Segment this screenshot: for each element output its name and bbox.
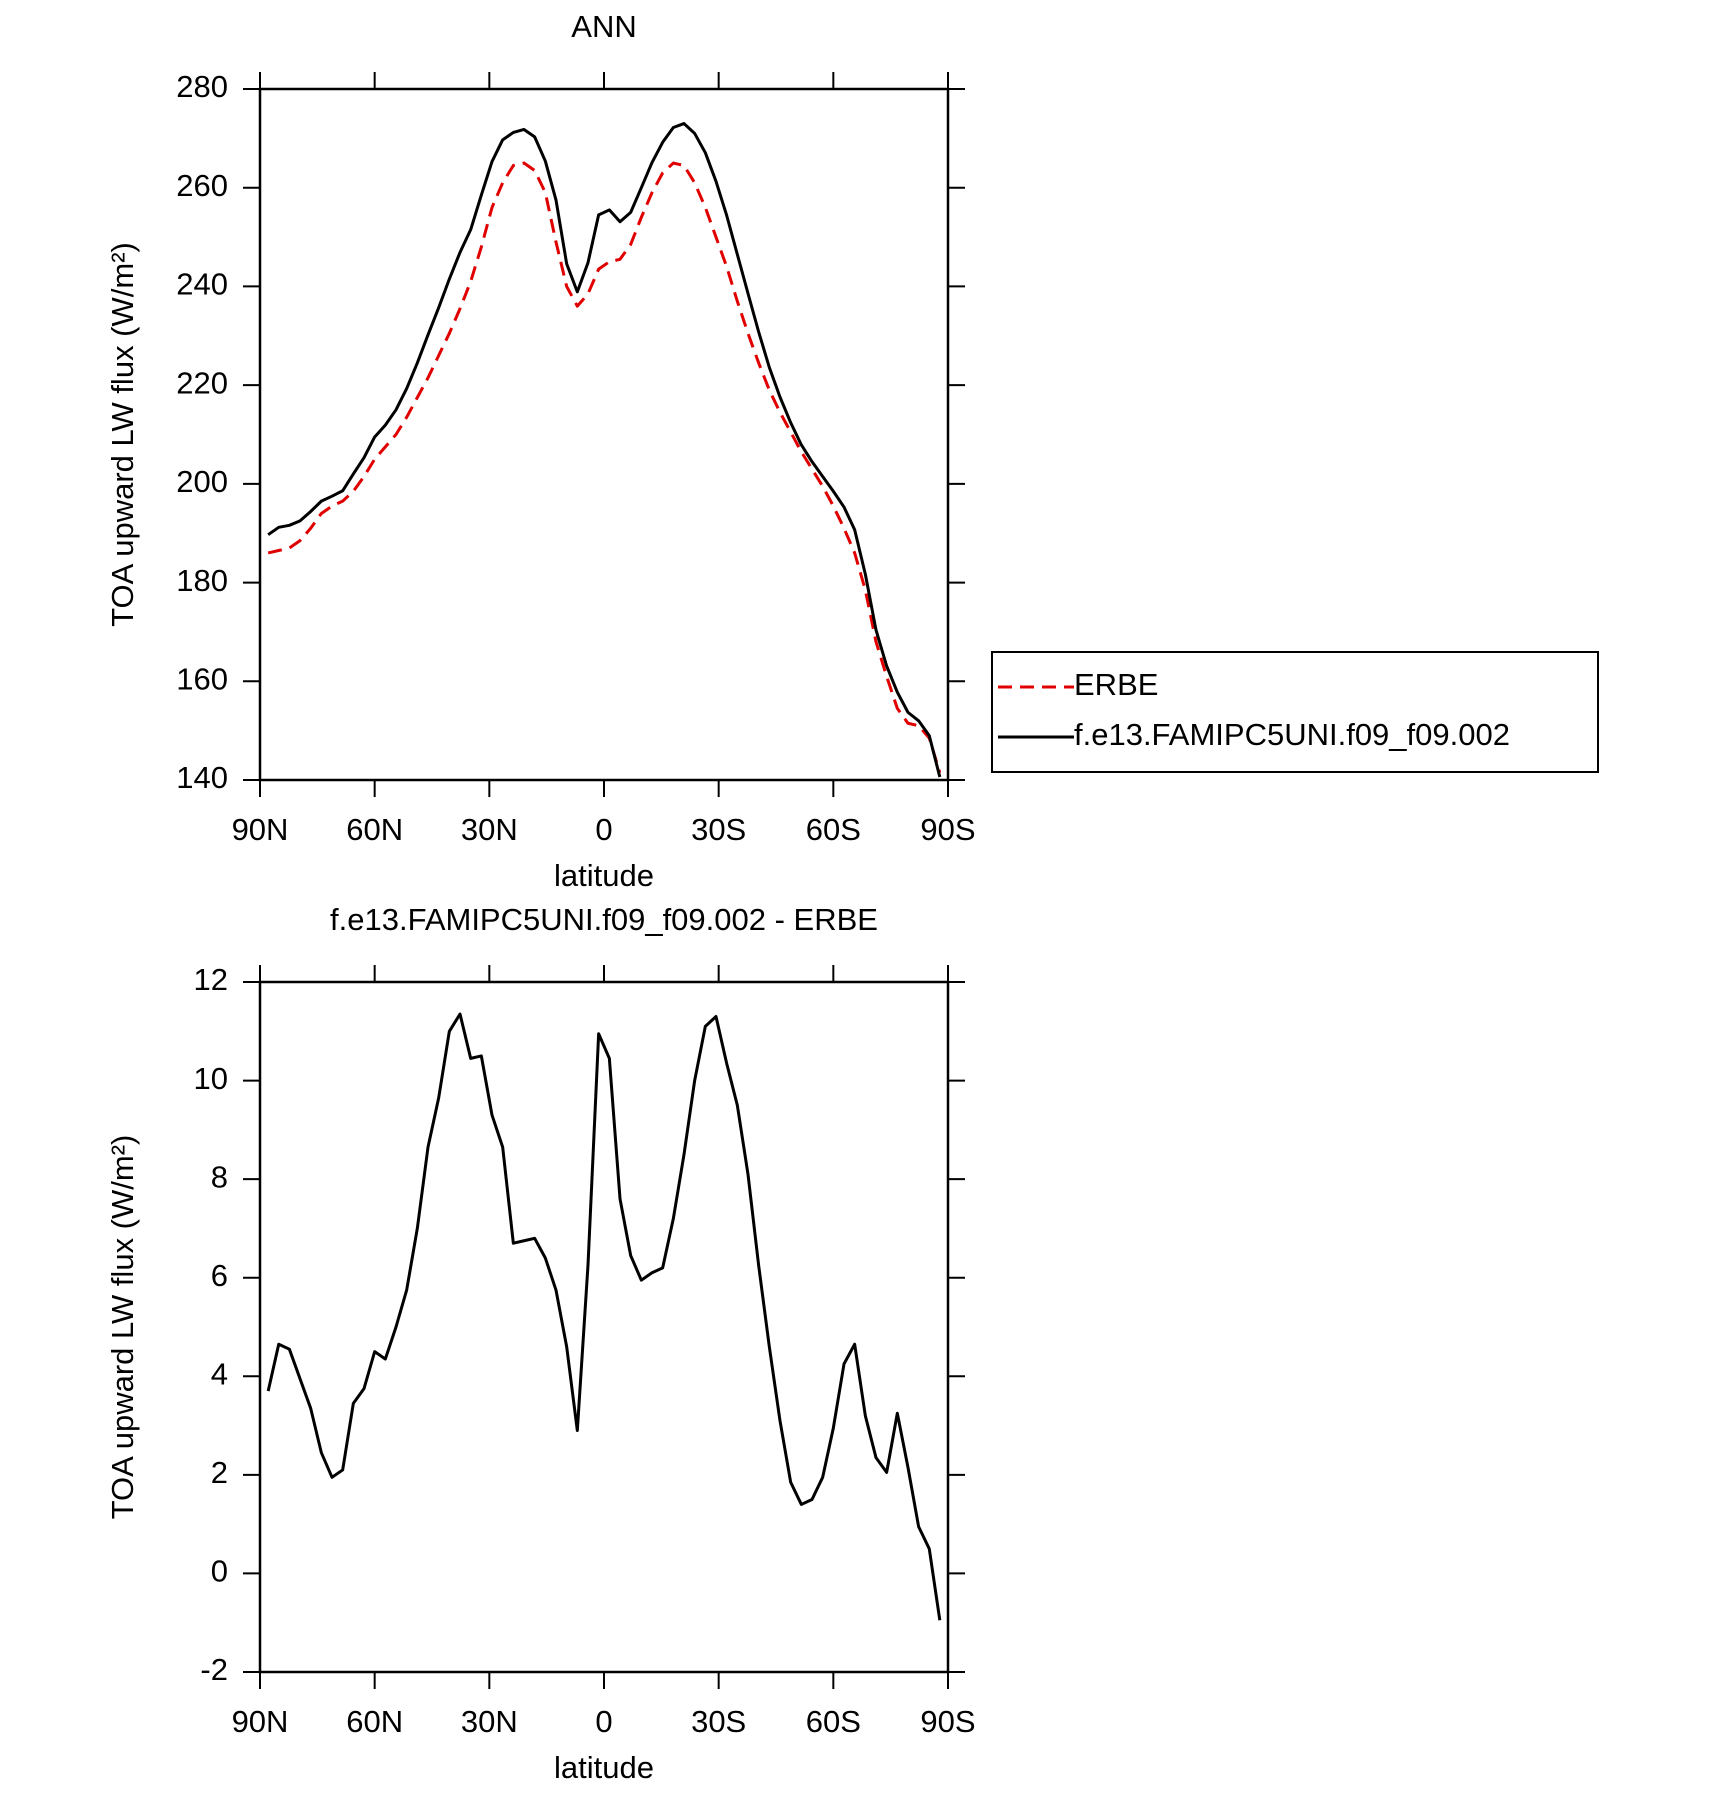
x-tick-label: 60N [346, 1704, 403, 1739]
y-tick-label: 200 [176, 464, 228, 499]
y-tick-label: 6 [211, 1258, 228, 1293]
y-tick-label: 180 [176, 563, 228, 598]
x-tick-label: 90S [920, 1704, 975, 1739]
y-tick-label: 4 [211, 1356, 228, 1391]
x-tick-label: 60S [806, 812, 861, 847]
y-tick-label: 12 [194, 962, 228, 997]
x-tick-label: 90N [232, 1704, 289, 1739]
x-tick-label: 60N [346, 812, 403, 847]
x-tick-label: 30S [691, 1704, 746, 1739]
y-axis-label: TOA upward LW flux (W/m²) [105, 242, 140, 627]
y-tick-label: 140 [176, 760, 228, 795]
y-tick-label: 280 [176, 69, 228, 104]
y-tick-label: 240 [176, 267, 228, 302]
x-tick-label: 90S [920, 812, 975, 847]
x-tick-label: 30S [691, 812, 746, 847]
x-tick-label: 60S [806, 1704, 861, 1739]
x-tick-label: 90N [232, 812, 289, 847]
y-tick-label: 2 [211, 1455, 228, 1490]
x-axis-label: latitude [554, 858, 654, 893]
chart-title: ANN [571, 9, 636, 44]
y-axis-label: TOA upward LW flux (W/m²) [105, 1135, 140, 1520]
y-tick-label: -2 [200, 1652, 228, 1687]
legend-label: ERBE [1074, 667, 1158, 702]
y-tick-label: 10 [194, 1061, 228, 1096]
chart-title: f.e13.FAMIPC5UNI.f09_f09.002 - ERBE [330, 902, 878, 937]
data-line [266, 1012, 942, 1621]
y-tick-label: 220 [176, 365, 228, 400]
x-tick-label: 30N [461, 1704, 518, 1739]
x-axis-label: latitude [554, 1750, 654, 1785]
plot-frame [258, 87, 950, 782]
data-line [267, 161, 942, 774]
x-tick-label: 30N [461, 812, 518, 847]
legend-box [991, 651, 1599, 773]
plot-frame [258, 980, 950, 1674]
data-line [267, 122, 942, 778]
y-tick-label: 0 [211, 1554, 228, 1589]
x-tick-label: 0 [595, 812, 612, 847]
y-tick-label: 160 [176, 661, 228, 696]
x-tick-label: 0 [595, 1704, 612, 1739]
y-tick-label: 260 [176, 168, 228, 203]
y-tick-label: 8 [211, 1159, 228, 1194]
legend-label: f.e13.FAMIPC5UNI.f09_f09.002 [1074, 717, 1510, 752]
